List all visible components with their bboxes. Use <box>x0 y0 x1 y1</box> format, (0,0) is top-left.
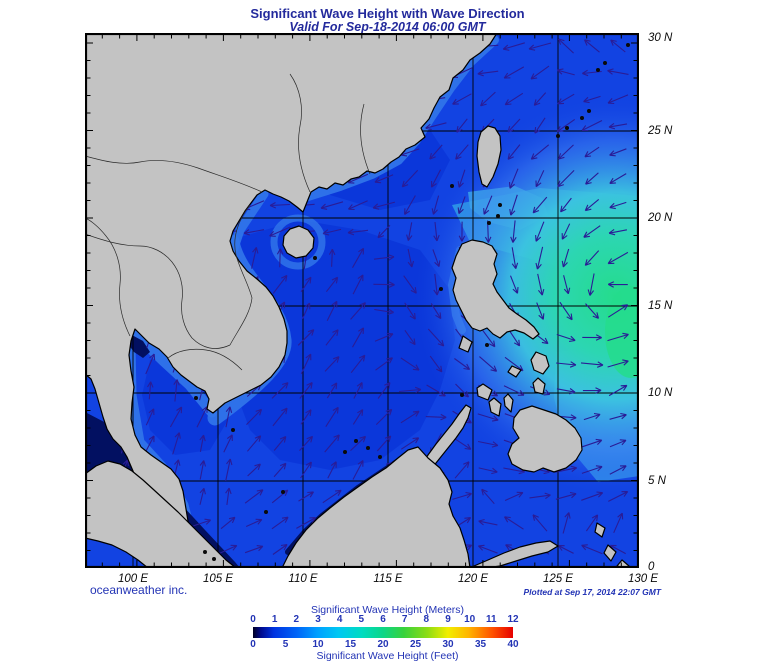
feet-tick-5: 5 <box>282 639 289 650</box>
small-island <box>556 134 560 138</box>
small-island <box>487 221 491 225</box>
small-island <box>603 61 607 65</box>
feet-tick-20: 20 <box>377 639 389 650</box>
lon-label-115E: 115 E <box>373 573 403 585</box>
lat-label-10N: 10 N <box>648 387 673 399</box>
feet-tick-0: 0 <box>250 639 256 650</box>
landmass <box>85 460 237 568</box>
page-subtitle: Valid For Sep-18-2014 06:00 GMT <box>289 20 486 34</box>
small-island <box>626 43 630 47</box>
meters-tick-11: 11 <box>486 614 497 625</box>
meters-tick-7: 7 <box>401 614 408 625</box>
legend-colorbar <box>253 627 513 638</box>
small-island <box>366 446 370 450</box>
lon-label-105E: 105 E <box>202 573 234 585</box>
landmass <box>488 397 502 417</box>
feet-tick-25: 25 <box>409 639 422 650</box>
small-island <box>194 396 198 400</box>
small-island <box>496 214 500 218</box>
landmass <box>532 377 546 395</box>
country-border <box>360 103 371 175</box>
small-island <box>231 428 235 432</box>
page-title: Significant Wave Height with Wave Direct… <box>250 6 525 21</box>
country-border <box>85 233 231 349</box>
small-island <box>281 490 285 494</box>
meters-tick-4: 4 <box>336 614 343 625</box>
landmass <box>476 125 502 188</box>
lat-label-5N: 5 N <box>648 475 666 487</box>
small-island <box>313 256 317 260</box>
meters-tick-5: 5 <box>358 614 365 625</box>
meters-tick-9: 9 <box>445 614 451 625</box>
country-border <box>167 348 243 371</box>
landmass <box>281 446 471 568</box>
country-border <box>85 217 131 337</box>
feet-tick-40: 40 <box>507 639 519 650</box>
country-border <box>289 73 311 193</box>
landmass <box>530 351 550 375</box>
small-island <box>450 184 454 188</box>
small-island <box>354 439 358 443</box>
lon-label-130E: 130 E <box>627 573 659 585</box>
plotted-timestamp: Plotted at Sep 17, 2014 22:07 GMT <box>523 587 661 597</box>
small-island <box>203 550 207 554</box>
landmass <box>507 405 583 473</box>
map-canvas <box>84 32 640 569</box>
meters-tick-10: 10 <box>464 614 476 625</box>
small-island <box>587 109 591 113</box>
lon-label-110E: 110 E <box>288 573 318 585</box>
meters-tick-2: 2 <box>293 614 300 625</box>
landmass <box>503 393 514 413</box>
meters-tick-1: 1 <box>271 614 278 625</box>
landmass <box>507 365 522 378</box>
feet-tick-10: 10 <box>312 639 324 650</box>
country-border <box>229 204 253 346</box>
lat-label-25N: 25 N <box>648 125 673 137</box>
small-island <box>343 450 347 454</box>
small-island <box>565 126 569 130</box>
feet-tick-15: 15 <box>344 639 357 650</box>
country-border <box>85 155 263 193</box>
small-island <box>212 557 216 561</box>
landmass <box>603 544 617 562</box>
wave-map-svg <box>84 32 640 569</box>
meters-tick-0: 0 <box>250 614 256 625</box>
lon-label-100E: 100 E <box>117 573 149 585</box>
legend-feet-label: Significant Wave Height (Feet) <box>316 650 459 662</box>
small-island <box>264 510 268 514</box>
small-island <box>498 203 502 207</box>
lat-label-15N: 15 N <box>648 300 673 312</box>
small-island <box>485 343 489 347</box>
meters-tick-8: 8 <box>423 614 430 625</box>
small-island <box>378 455 382 459</box>
lat-label-30N: 30 N <box>648 32 673 44</box>
landmass <box>451 239 540 340</box>
lat-label-20N: 20 N <box>648 212 673 224</box>
small-island <box>596 68 600 72</box>
feet-tick-30: 30 <box>442 639 454 650</box>
landmass <box>458 335 473 353</box>
lat-label-0: 0 <box>648 561 655 573</box>
small-island <box>460 393 464 397</box>
lon-label-125E: 125 E <box>542 573 574 585</box>
meters-tick-12: 12 <box>507 614 519 625</box>
landmass <box>594 522 606 538</box>
small-island <box>439 287 443 291</box>
legend-meters-label: Significant Wave Height (Meters) <box>310 604 465 616</box>
lon-label-120E: 120 E <box>457 573 489 585</box>
meters-tick-3: 3 <box>315 614 321 625</box>
publisher-credit: oceanweather inc. <box>90 583 188 597</box>
small-island <box>580 116 584 120</box>
feet-tick-35: 35 <box>474 639 487 650</box>
degree-ticks <box>86 34 638 567</box>
landmass <box>476 383 493 401</box>
landmass <box>282 225 315 259</box>
meters-tick-6: 6 <box>380 614 386 625</box>
